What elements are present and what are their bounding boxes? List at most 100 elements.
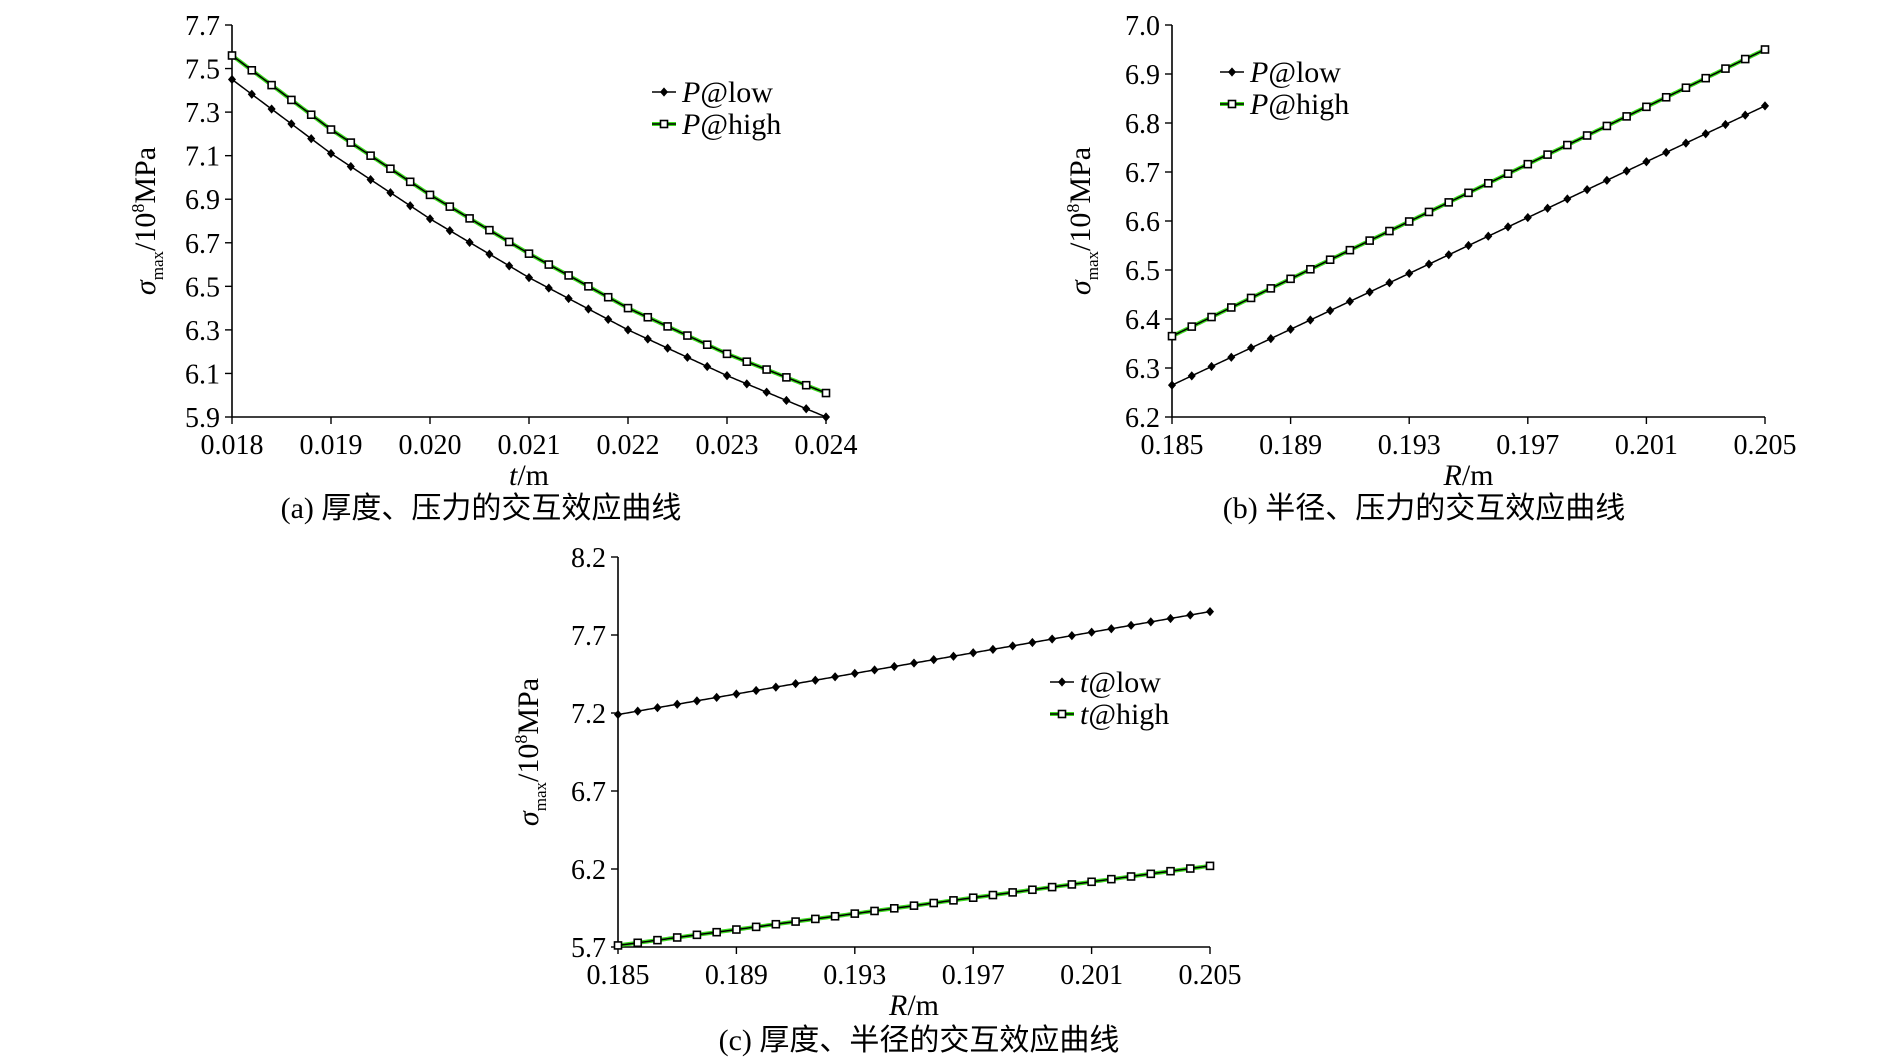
data-point (227, 51, 237, 60)
data-point (752, 685, 761, 696)
data-point (1404, 217, 1414, 226)
data-point (524, 249, 534, 258)
data-point (1205, 606, 1215, 617)
y-tick-label: 5.9 (185, 403, 220, 434)
data-point (1247, 343, 1256, 353)
y-tick-label: 6.7 (185, 229, 220, 260)
data-point (505, 261, 514, 271)
y-tick-label: 6.2 (1125, 403, 1160, 434)
data-point (1385, 226, 1394, 236)
y-tick-label: 7.0 (1125, 11, 1160, 42)
legend-marker (1227, 67, 1237, 77)
data-point (1146, 869, 1156, 879)
data-point (1444, 198, 1454, 207)
legend-marker (1057, 709, 1067, 719)
data-point (1740, 54, 1750, 64)
data-point (811, 914, 820, 924)
data-point (623, 303, 633, 313)
data-point (643, 312, 653, 322)
data-point (445, 225, 454, 236)
data-point (247, 89, 256, 99)
y-tick-label: 7.3 (185, 98, 220, 129)
data-point (1345, 245, 1355, 255)
data-point (732, 689, 741, 699)
y-tick-label: 6.1 (185, 359, 220, 390)
data-point (1464, 240, 1473, 251)
chart-caption: (a) 厚度、压力的交互效应曲线 (281, 492, 682, 525)
legend-var: t (1080, 698, 1089, 731)
x-tick-label: 0.201 (1060, 960, 1123, 991)
y-axis-subscript: max (148, 250, 167, 280)
x-tick-label: 0.197 (942, 960, 1005, 991)
y-tick-label: 7.7 (185, 11, 220, 42)
data-point (742, 379, 751, 389)
data-point (1246, 293, 1256, 303)
data-point (564, 271, 573, 280)
data-point (1622, 166, 1631, 176)
series-high (1167, 45, 1770, 341)
data-point (386, 164, 395, 174)
y-axis-unit: /10 (512, 744, 545, 782)
legend-marker (1057, 677, 1067, 687)
legend-entry: P@high (681, 108, 781, 141)
data-point (405, 177, 415, 187)
x-tick-label: 0.201 (1615, 430, 1678, 461)
y-axis-exponent: 8 (128, 204, 148, 213)
data-point (1167, 331, 1177, 341)
series-low (227, 74, 831, 422)
data-point (1126, 872, 1136, 881)
data-point (811, 675, 820, 685)
data-point (247, 65, 257, 75)
x-tick-label: 0.205 (1734, 430, 1797, 461)
data-point (663, 322, 672, 331)
y-axis-exponent: 8 (1063, 204, 1083, 213)
y-tick-label: 6.8 (1125, 109, 1160, 140)
data-point (1028, 885, 1037, 895)
data-point (791, 679, 800, 689)
data-point (1146, 617, 1155, 627)
data-point (445, 202, 455, 211)
x-tick-label: 0.185 (587, 960, 650, 991)
data-point (1661, 92, 1671, 102)
x-tick-label: 0.019 (300, 430, 363, 461)
data-point (584, 282, 593, 291)
data-point (802, 404, 811, 414)
data-point (890, 661, 899, 672)
data-point (465, 237, 474, 247)
legend-entry: t@low (1080, 666, 1161, 699)
legend-entry: t@high (1080, 698, 1169, 731)
y-tick-label: 6.9 (185, 185, 220, 216)
data-point (889, 904, 899, 913)
data-point (1325, 255, 1335, 265)
data-point (1107, 874, 1116, 884)
data-point (722, 349, 732, 359)
x-tick-label: 0.197 (1496, 430, 1559, 461)
data-point (968, 893, 978, 903)
data-point (544, 283, 553, 293)
data-point (771, 682, 780, 692)
data-point (1662, 147, 1671, 158)
data-point (1503, 222, 1513, 232)
data-point (1582, 131, 1592, 140)
data-point (1207, 361, 1216, 372)
data-point (1205, 861, 1215, 871)
y-axis-subscript: max (1083, 250, 1102, 280)
data-point (949, 896, 958, 905)
data-point (485, 225, 494, 235)
y-tick-label: 6.7 (571, 777, 606, 808)
data-point (326, 148, 336, 159)
y-axis-symbol: σ (512, 810, 545, 826)
data-point (1681, 83, 1691, 93)
legend-entry: P@low (681, 76, 773, 109)
data-point (1185, 864, 1195, 873)
data-point (1484, 231, 1493, 241)
data-point (524, 273, 534, 283)
y-tick-label: 6.9 (1125, 60, 1160, 91)
data-point (762, 387, 771, 397)
y-axis-exponent: 8 (511, 735, 531, 744)
data-point (564, 293, 573, 304)
data-point (722, 371, 732, 381)
data-point (782, 373, 791, 382)
y-tick-label: 5.7 (571, 933, 606, 964)
